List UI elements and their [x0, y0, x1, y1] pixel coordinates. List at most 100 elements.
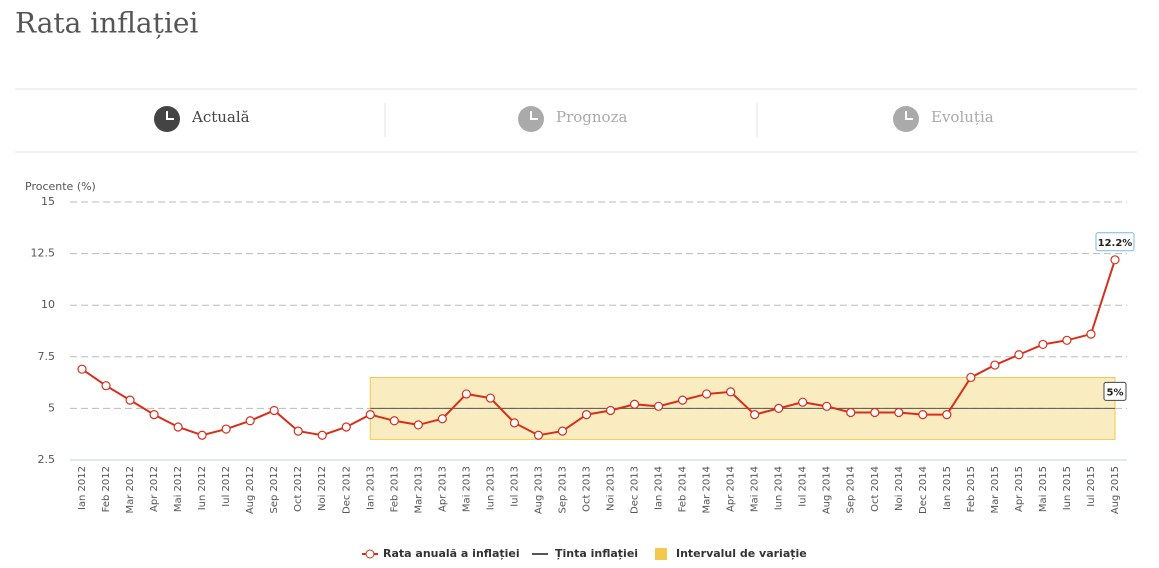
x-tick-label: Aug 2015: [1110, 466, 1121, 514]
data-point: [245, 416, 255, 426]
y-tick-label: 15: [41, 195, 55, 208]
x-tick-label: Dec 2012: [341, 466, 352, 514]
y-tick-label: 7.5: [38, 350, 56, 363]
tab[interactable]: Prognoza: [518, 106, 627, 132]
data-point: [149, 409, 159, 420]
value-label: 5%: [1106, 387, 1123, 398]
x-tick-label: Iul 2012: [221, 466, 232, 507]
data-point: [918, 409, 928, 420]
x-tick-label: Noi 2013: [606, 466, 617, 511]
data-point: [990, 360, 1000, 370]
data-point: [557, 426, 568, 436]
data-point: [221, 424, 231, 434]
tab-label: Actuală: [191, 108, 250, 126]
y-tick-label: 12.5: [31, 247, 56, 260]
x-tick-label: Mai 2012: [173, 466, 184, 512]
data-point: [702, 389, 712, 399]
data-point: [798, 397, 808, 407]
page-title: Rata inflației: [15, 7, 198, 40]
data-point: [846, 407, 856, 418]
y-tick-label: 10: [41, 298, 55, 311]
x-tick-label: Mai 2014: [750, 466, 761, 512]
y-axis-title: Procente (%): [25, 180, 96, 193]
x-tick-label: Dec 2013: [630, 466, 641, 514]
data-point: [197, 430, 207, 440]
data-point: [677, 395, 688, 405]
x-tick-label: Iul 2013: [509, 466, 520, 507]
x-tick-label: Ian 2012: [77, 466, 88, 510]
data-point: [365, 409, 375, 420]
x-tick-label: Iun 2015: [1062, 466, 1073, 510]
value-label-box: [1095, 232, 1135, 252]
x-tick-label: Iul 2014: [798, 466, 809, 507]
data-point: [173, 422, 183, 432]
value-label: 12.2%: [1098, 238, 1133, 249]
x-tick-label: Aug 2012: [245, 466, 256, 514]
x-tick-label: Iun 2012: [197, 466, 208, 510]
x-tick-label: Oct 2014: [870, 466, 881, 512]
data-point: [1038, 339, 1048, 350]
x-tick-label: Sep 2012: [269, 466, 280, 513]
x-tick-label: Ian 2014: [654, 466, 665, 510]
x-tick-label: Iul 2015: [1086, 466, 1097, 507]
x-tick-label: Mai 2013: [461, 466, 472, 512]
x-tick-label: Feb 2015: [966, 466, 977, 512]
x-tick-label: Ian 2013: [365, 466, 376, 510]
x-tick-label: Iun 2014: [774, 466, 785, 510]
x-tick-label: Feb 2013: [389, 466, 400, 512]
data-point: [774, 403, 784, 413]
data-point: [1086, 329, 1096, 339]
legend-label: Intervalul de variație: [676, 547, 807, 560]
data-point: [1014, 350, 1024, 360]
data-point: [509, 418, 520, 428]
data-point: [485, 393, 495, 403]
data-point: [77, 364, 87, 374]
data-point: [966, 372, 976, 383]
data-point: [581, 409, 592, 420]
x-tick-label: Feb 2012: [101, 466, 112, 512]
data-point: [125, 395, 135, 405]
data-point: [533, 430, 544, 440]
x-tick-label: Noi 2014: [894, 466, 905, 511]
x-tick-label: Apr 2014: [726, 466, 737, 512]
x-tick-label: Oct 2012: [293, 466, 304, 512]
x-tick-label: Mai 2015: [1038, 466, 1049, 512]
y-tick-label: 5: [48, 401, 55, 414]
x-tick-label: Noi 2012: [317, 466, 328, 511]
tab-icon: [530, 111, 538, 120]
data-point: [894, 407, 904, 418]
data-point: [1062, 335, 1072, 345]
data-point: [413, 420, 423, 430]
data-point: [293, 426, 303, 436]
x-tick-label: Iun 2013: [485, 466, 496, 510]
x-tick-label: Oct 2013: [581, 466, 592, 512]
data-point: [389, 416, 399, 426]
data-point: [726, 387, 736, 397]
x-tick-label: Aug 2013: [533, 466, 544, 514]
data-point: [653, 401, 664, 411]
data-point: [461, 389, 471, 399]
data-point: [605, 405, 616, 416]
legend-icon: [365, 549, 375, 559]
x-tick-label: Apr 2013: [437, 466, 448, 512]
data-point: [437, 414, 447, 424]
tab[interactable]: Actuală: [154, 106, 250, 132]
data-point: [317, 430, 327, 440]
tab[interactable]: Evoluția: [893, 106, 994, 132]
x-tick-label: Mar 2014: [702, 466, 713, 514]
data-point: [1110, 255, 1120, 265]
x-tick-label: Sep 2013: [557, 466, 568, 513]
tab-label: Prognoza: [556, 108, 627, 126]
x-tick-label: Mar 2015: [990, 466, 1001, 514]
tab-icon: [905, 111, 913, 120]
x-tick-label: Dec 2014: [918, 466, 929, 514]
legend-label: Ținta inflației: [555, 547, 638, 560]
x-tick-label: Mar 2012: [125, 466, 136, 514]
x-tick-label: Sep 2014: [846, 466, 857, 513]
x-tick-label: Feb 2014: [678, 466, 689, 512]
x-tick-label: Apr 2015: [1014, 466, 1025, 512]
tab-label: Evoluția: [931, 108, 994, 126]
legend-label: Rata anuală a inflației: [383, 547, 520, 560]
